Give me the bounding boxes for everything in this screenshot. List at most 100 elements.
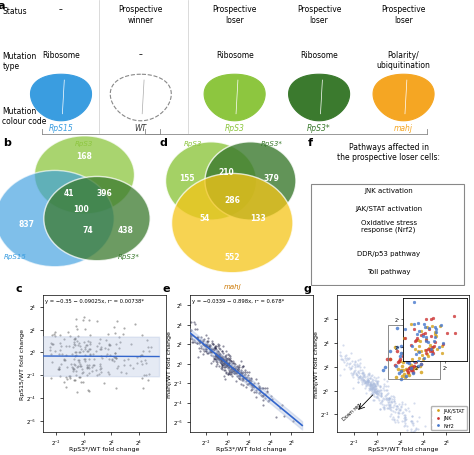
Point bbox=[222, 354, 229, 361]
Point bbox=[198, 339, 206, 346]
Point bbox=[219, 343, 227, 350]
Point bbox=[64, 363, 71, 370]
Point bbox=[393, 403, 401, 410]
Point bbox=[351, 361, 358, 369]
Point bbox=[389, 404, 396, 411]
Point bbox=[239, 363, 246, 370]
Point bbox=[343, 355, 351, 362]
JNK bbox=[426, 337, 434, 344]
JAK/STAT bbox=[417, 369, 425, 376]
Point bbox=[354, 379, 362, 386]
Point bbox=[368, 385, 376, 393]
Point bbox=[376, 405, 383, 413]
Point bbox=[259, 396, 267, 403]
Point bbox=[374, 380, 381, 387]
Point bbox=[187, 331, 194, 339]
JNK bbox=[411, 359, 419, 366]
Point bbox=[363, 378, 371, 385]
Point bbox=[239, 369, 247, 376]
Point bbox=[77, 362, 84, 369]
Point bbox=[383, 404, 391, 411]
Point bbox=[222, 352, 230, 359]
Point bbox=[206, 343, 214, 350]
Point bbox=[352, 370, 360, 378]
Point bbox=[401, 422, 408, 430]
Text: 100: 100 bbox=[73, 204, 89, 213]
Point bbox=[401, 421, 409, 429]
Point bbox=[136, 353, 144, 360]
Point bbox=[421, 422, 428, 430]
Text: 54: 54 bbox=[200, 213, 210, 222]
Point bbox=[193, 326, 201, 333]
Point bbox=[380, 401, 388, 409]
Text: Down reg: Down reg bbox=[341, 402, 362, 421]
Nrf2 bbox=[393, 344, 401, 351]
Point bbox=[369, 396, 376, 404]
Point bbox=[96, 365, 103, 373]
X-axis label: RpS3*/WT fold change: RpS3*/WT fold change bbox=[368, 446, 438, 451]
JNK bbox=[407, 367, 414, 374]
Point bbox=[199, 351, 207, 358]
Nrf2 bbox=[398, 350, 405, 357]
Point bbox=[213, 352, 220, 359]
Point bbox=[363, 375, 371, 383]
JNK bbox=[420, 351, 428, 359]
Point bbox=[247, 382, 255, 389]
Point bbox=[193, 334, 201, 341]
Point bbox=[232, 364, 239, 371]
Point bbox=[394, 418, 402, 425]
Point bbox=[385, 404, 392, 411]
Point bbox=[203, 338, 210, 345]
Point bbox=[194, 337, 202, 344]
Point bbox=[384, 383, 392, 390]
Nrf2 bbox=[406, 347, 413, 354]
Point bbox=[223, 348, 230, 355]
Point bbox=[228, 373, 236, 380]
Point bbox=[405, 408, 412, 415]
Point bbox=[88, 368, 96, 375]
Point bbox=[71, 376, 78, 384]
Point bbox=[423, 434, 430, 441]
Point bbox=[219, 362, 226, 369]
Point bbox=[361, 373, 368, 380]
Point bbox=[251, 384, 258, 391]
JNK bbox=[408, 366, 416, 374]
Point bbox=[230, 370, 238, 377]
Point bbox=[224, 361, 231, 369]
Point bbox=[190, 337, 198, 344]
Y-axis label: RpS15/WT fold change: RpS15/WT fold change bbox=[20, 329, 25, 399]
Point bbox=[83, 365, 91, 372]
Point bbox=[72, 352, 79, 359]
Point bbox=[391, 396, 398, 403]
Point bbox=[239, 362, 247, 369]
Text: a: a bbox=[0, 1, 5, 11]
Point bbox=[84, 347, 91, 354]
Point bbox=[392, 405, 400, 413]
Point bbox=[216, 344, 223, 352]
JAK/STAT bbox=[400, 366, 407, 374]
Point bbox=[139, 348, 146, 355]
Point bbox=[347, 349, 355, 357]
Point bbox=[81, 339, 88, 346]
Point bbox=[370, 374, 377, 381]
Point bbox=[362, 381, 370, 389]
JNK bbox=[418, 361, 425, 368]
Point bbox=[365, 384, 372, 391]
Point bbox=[237, 375, 244, 383]
Point bbox=[405, 432, 413, 440]
Nrf2 bbox=[411, 351, 419, 358]
Point bbox=[215, 353, 222, 360]
Point bbox=[221, 367, 229, 374]
Point bbox=[67, 360, 74, 368]
Point bbox=[389, 395, 396, 403]
Point bbox=[222, 356, 230, 363]
Point bbox=[347, 364, 355, 371]
Text: 396: 396 bbox=[97, 189, 113, 198]
Point bbox=[351, 359, 359, 366]
Point bbox=[362, 379, 369, 386]
Point bbox=[268, 396, 275, 403]
Point bbox=[392, 419, 399, 426]
Point bbox=[360, 379, 368, 387]
Point bbox=[378, 391, 385, 399]
Point bbox=[56, 339, 64, 347]
